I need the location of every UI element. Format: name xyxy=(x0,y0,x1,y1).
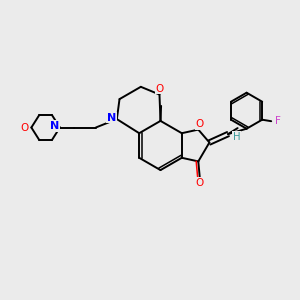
Text: O: O xyxy=(21,122,29,133)
Text: H: H xyxy=(233,132,240,142)
Text: O: O xyxy=(195,119,204,129)
Text: O: O xyxy=(196,178,204,188)
Text: N: N xyxy=(107,112,116,123)
Text: O: O xyxy=(155,83,164,94)
Text: F: F xyxy=(275,116,281,126)
Text: N: N xyxy=(50,121,59,131)
